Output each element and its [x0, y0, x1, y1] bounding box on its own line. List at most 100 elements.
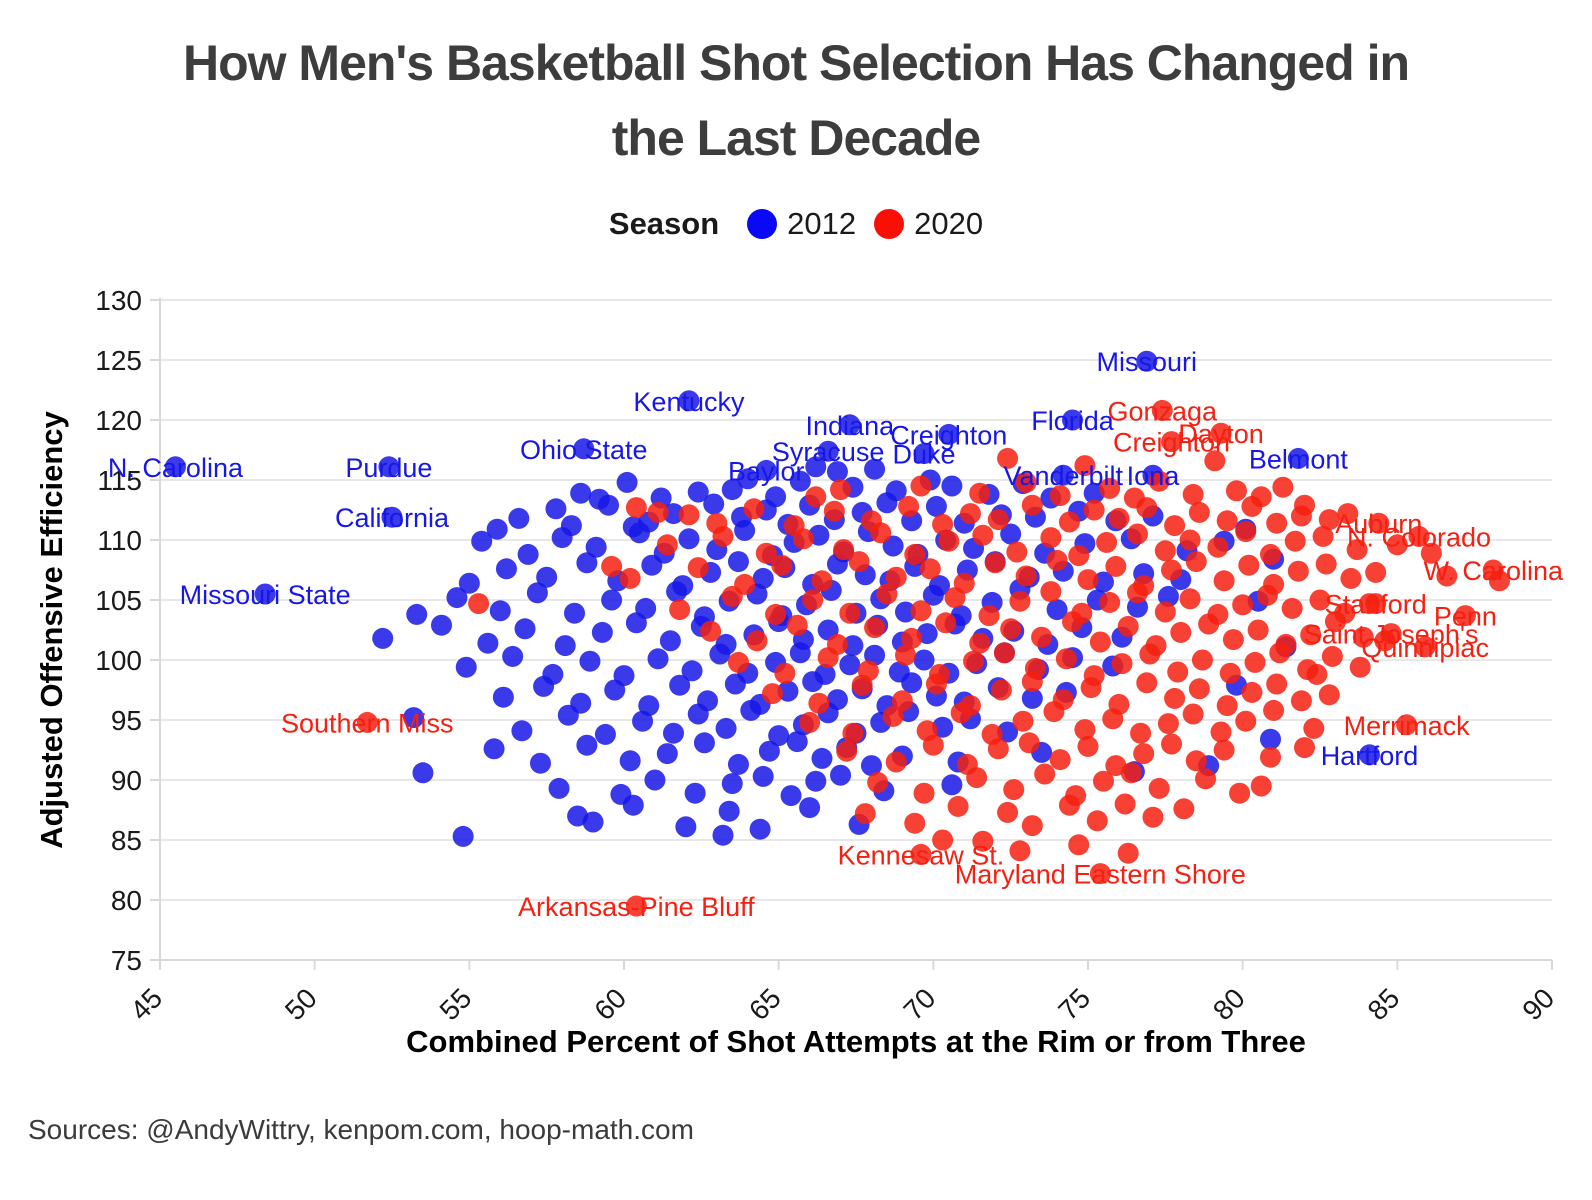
y-axis-tick-label: 105 [95, 585, 142, 616]
x-axis-tick-label: 70 [898, 982, 942, 1026]
data-point-2020 [1247, 619, 1269, 641]
data-point-2012 [684, 782, 706, 804]
chart-title-line2: the Last Decade [611, 110, 981, 166]
data-point-2012 [495, 558, 517, 580]
data-point-2020 [1062, 611, 1084, 633]
data-point-2012 [576, 734, 598, 756]
data-point-2012 [594, 723, 616, 745]
data-point-2020 [839, 602, 861, 624]
data-point-2012 [1062, 409, 1084, 431]
data-point-2012 [882, 535, 904, 557]
data-point-2012 [536, 566, 558, 588]
data-point-2020 [1235, 521, 1257, 543]
team-label: Auburn [1335, 509, 1422, 539]
data-point-2020 [1414, 636, 1436, 658]
data-point-2020 [1083, 499, 1105, 521]
data-point-2012 [1157, 585, 1179, 607]
data-point-2020 [786, 614, 808, 636]
y-axis-tick-label: 130 [95, 285, 142, 316]
x-axis-tick-label: 80 [1207, 982, 1251, 1026]
team-label: Purdue [345, 453, 432, 483]
data-point-2020 [1018, 732, 1040, 754]
team-label: Florida [1031, 406, 1115, 436]
data-point-2020 [755, 542, 777, 564]
data-point-2020 [1290, 505, 1312, 527]
data-point-2020 [1161, 559, 1183, 581]
data-point-2020 [987, 738, 1009, 760]
data-point-2012 [1052, 464, 1074, 486]
data-point-2020 [1260, 543, 1282, 565]
data-point-2020 [1161, 431, 1183, 453]
data-point-2012 [727, 753, 749, 775]
data-point-2020 [1021, 815, 1043, 837]
source-credit: Sources: @AndyWittry, kenpom.com, hoop-m… [28, 1114, 694, 1145]
data-point-2020 [1120, 762, 1142, 784]
data-point-2020 [1368, 512, 1390, 534]
data-point-2012 [557, 704, 579, 726]
data-point-2020 [935, 612, 957, 634]
data-point-2020 [1126, 523, 1148, 545]
data-point-2020 [1386, 534, 1408, 556]
team-labels: N. Carolina Purdue California Missouri Stat… [108, 347, 1564, 922]
x-axis-title: Combined Percent of Shot Attempts at the… [406, 1024, 1306, 1059]
data-point-2020 [854, 803, 876, 825]
y-axis-title: Adjusted Offensive Efficiency [34, 410, 69, 848]
data-point-2020 [870, 522, 892, 544]
team-label: Quinnipiac [1361, 633, 1489, 663]
team-label: Creighton [1113, 428, 1230, 458]
data-point-2020 [1086, 810, 1108, 832]
data-point-2020 [1436, 565, 1458, 587]
data-point-2012 [533, 675, 555, 697]
data-point-2020 [1244, 651, 1266, 673]
x-axis-tick-label: 85 [1362, 982, 1406, 1026]
data-point-2020 [848, 551, 870, 573]
legend: Season 2012 2020 [0, 206, 1592, 242]
data-point-2020 [1040, 527, 1062, 549]
data-point-2020 [1281, 597, 1303, 619]
data-point-2012 [554, 635, 576, 657]
data-point-2020 [811, 570, 833, 592]
data-point-2012 [768, 725, 790, 747]
data-point-2020 [1148, 777, 1170, 799]
data-point-2020 [1117, 842, 1139, 864]
data-point-2020 [468, 593, 490, 615]
data-point-2020 [1337, 503, 1359, 525]
data-point-2020 [1229, 782, 1251, 804]
data-point-2012 [372, 627, 394, 649]
data-point-2020 [1309, 589, 1331, 611]
team-label: Creighton [890, 420, 1007, 450]
data-point-2012 [452, 825, 474, 847]
data-point-2012 [687, 703, 709, 725]
data-point-2012 [641, 554, 663, 576]
data-point-2012 [1092, 571, 1114, 593]
data-point-2020 [1210, 721, 1232, 743]
data-point-2012 [604, 679, 626, 701]
data-point-2020 [1000, 618, 1022, 640]
data-point-2012 [446, 587, 468, 609]
data-point-2012 [805, 770, 827, 792]
data-point-2012 [511, 720, 533, 742]
data-point-2020 [913, 782, 935, 804]
team-label: Indiana [806, 411, 896, 441]
data-point-2020 [1179, 588, 1201, 610]
data-point-2020 [1148, 470, 1170, 492]
data-point-2020 [1195, 768, 1217, 790]
data-point-2020 [1089, 863, 1111, 885]
data-point-2020 [727, 651, 749, 673]
data-point-2012 [802, 671, 824, 693]
data-point-2020 [1049, 485, 1071, 507]
x-axis-tick-label: 75 [1052, 982, 1096, 1026]
data-point-2020 [851, 674, 873, 696]
data-point-2012 [551, 527, 573, 549]
data-point-2020 [1182, 483, 1204, 505]
data-point-2020 [925, 673, 947, 695]
data-point-2012 [483, 738, 505, 760]
data-point-2012 [378, 456, 400, 478]
data-point-2020 [1182, 703, 1204, 725]
data-point-2012 [737, 468, 759, 490]
legend-swatch-2020-icon [874, 209, 905, 239]
data-point-2012 [666, 581, 688, 603]
data-point-2020 [1213, 739, 1235, 761]
data-point-2012 [619, 750, 641, 772]
data-point-2012 [585, 536, 607, 558]
